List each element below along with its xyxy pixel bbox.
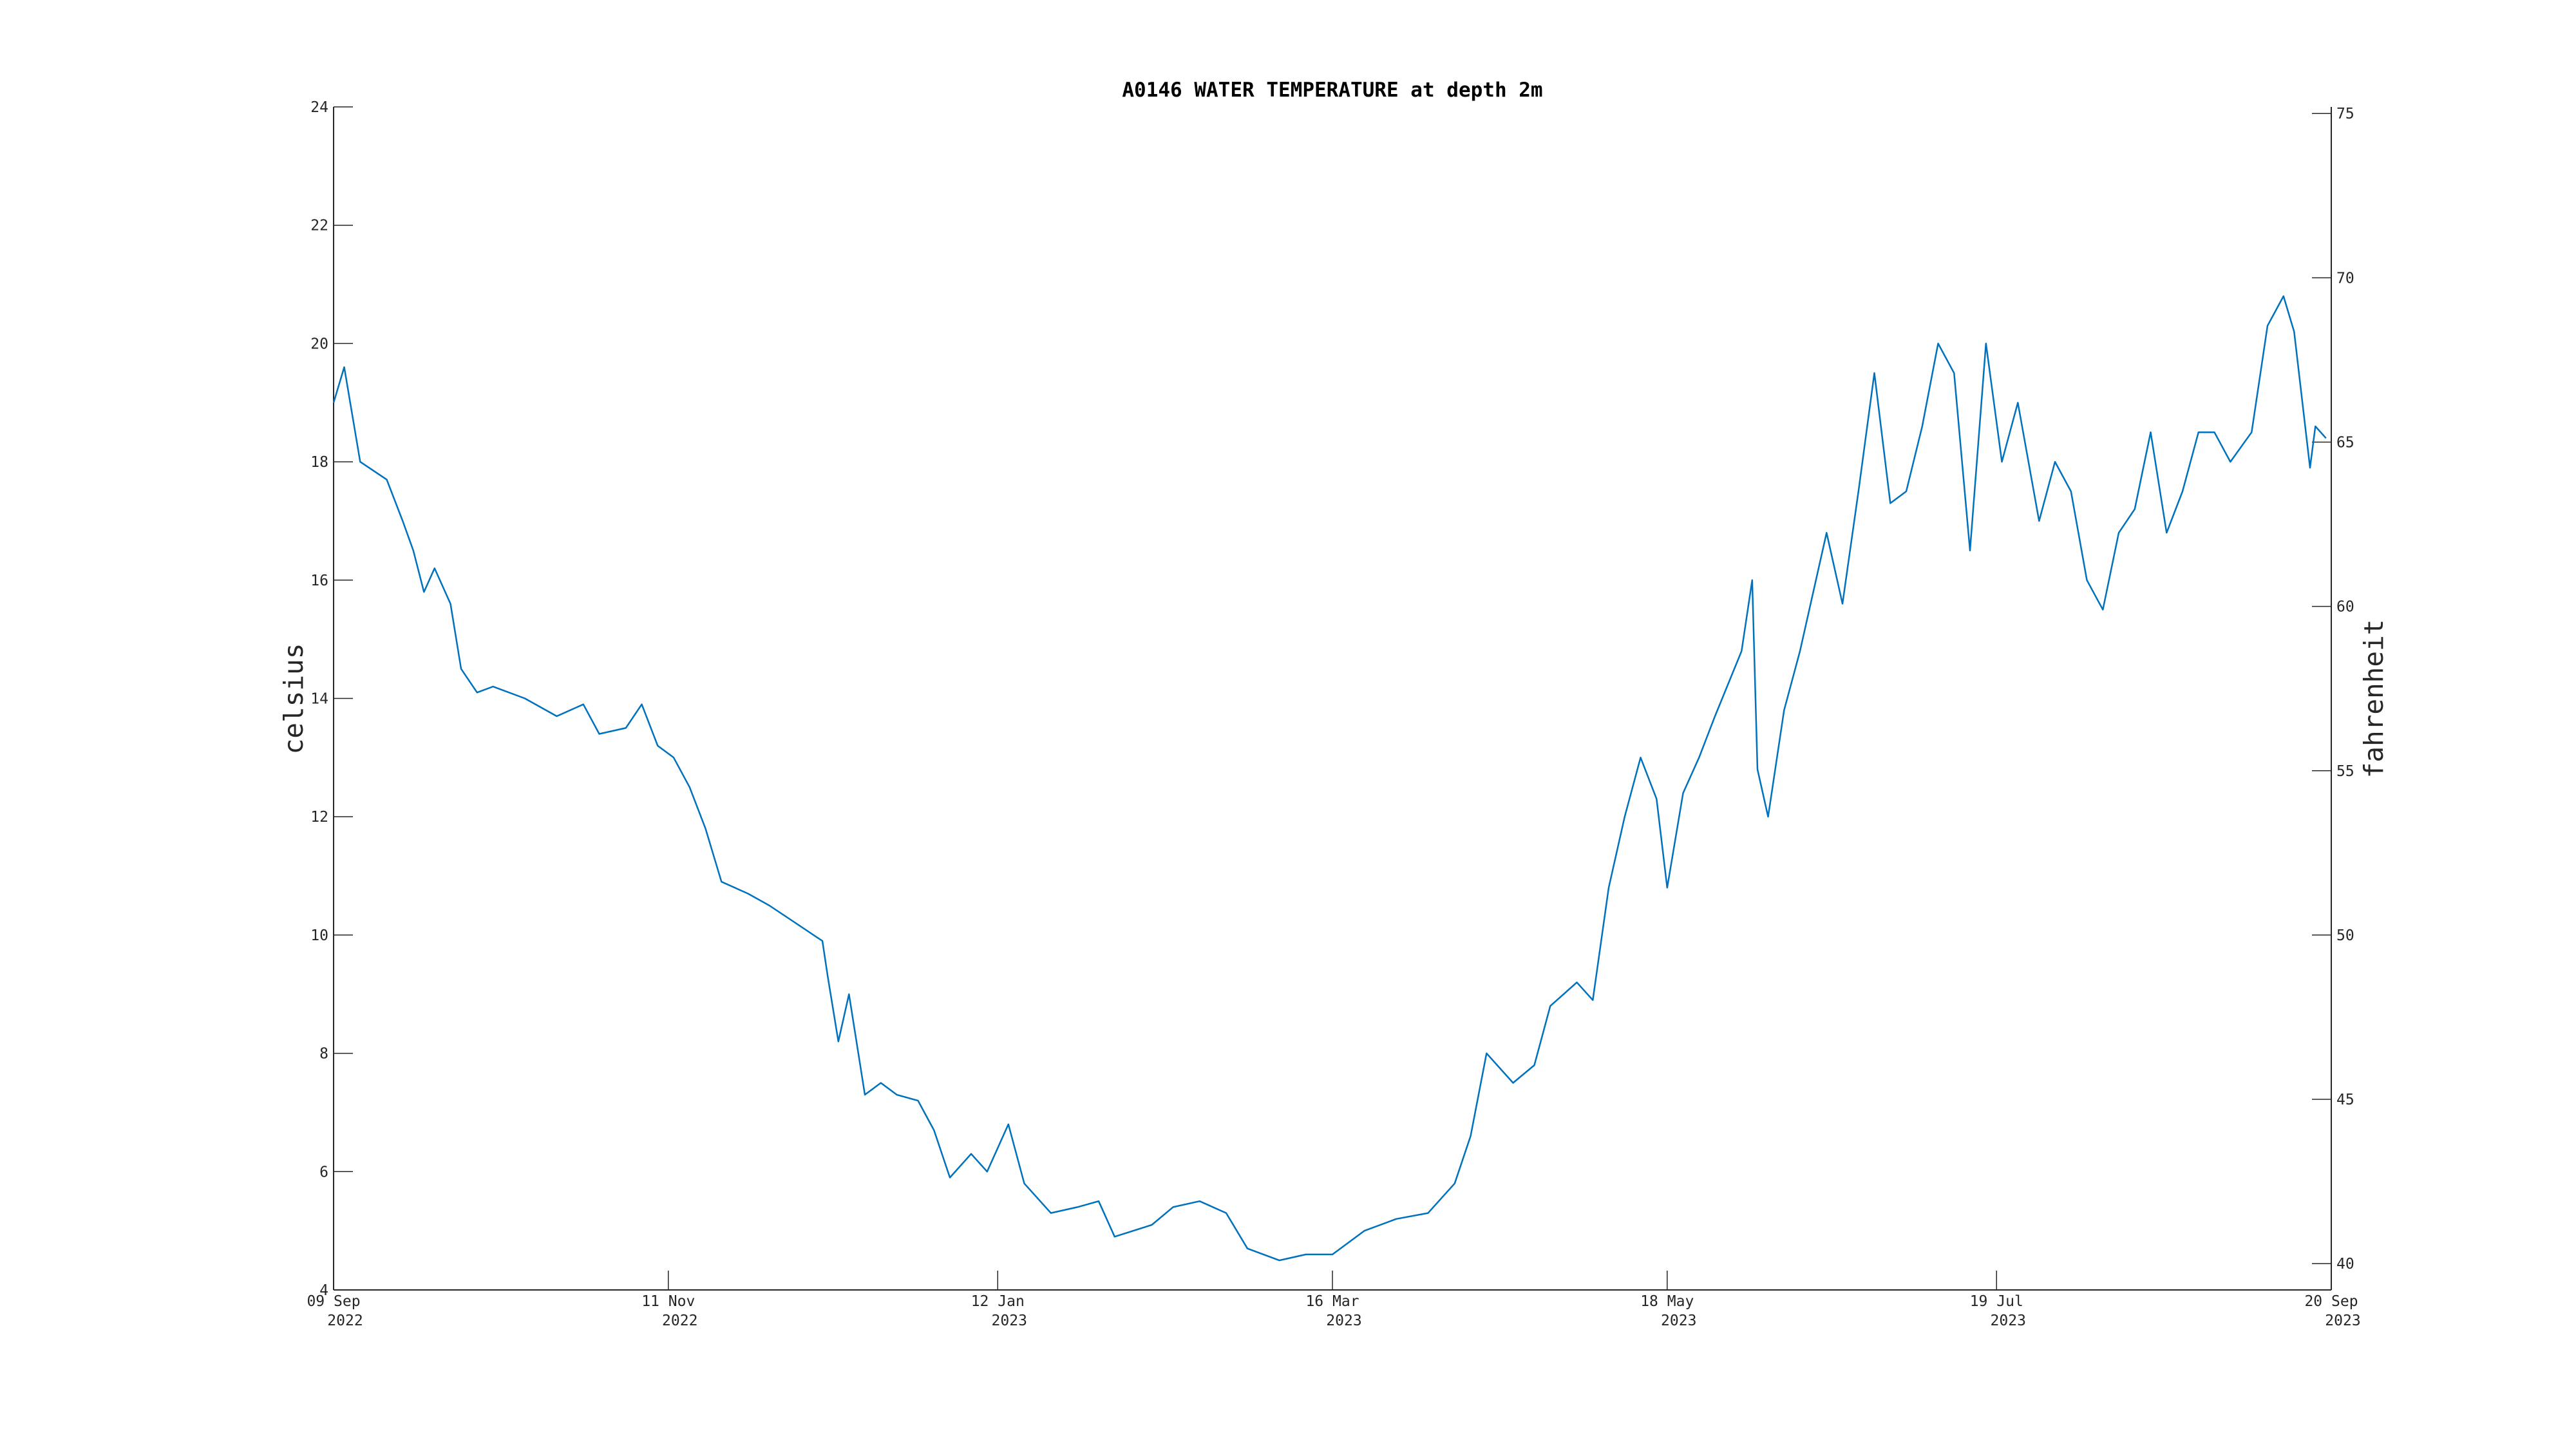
x-tick-label: 18 May (1640, 1293, 1694, 1310)
y-tick-label: 16 (310, 573, 328, 589)
y-tick-label: 10 (310, 927, 328, 944)
y2-axis-label: fahrenheit (2358, 620, 2389, 779)
y-tick-label: 20 (310, 336, 328, 352)
chart-title: A0146 WATER TEMPERATURE at depth 2m (1122, 79, 1542, 102)
y-tick-label: 18 (310, 454, 328, 471)
x-tick-label: 2022 (327, 1312, 363, 1329)
y2-tick-label: 45 (2336, 1092, 2354, 1108)
y-tick-label: 14 (310, 691, 328, 708)
x-tick-label: 2023 (992, 1312, 1027, 1329)
y2-tick-label: 55 (2336, 763, 2354, 780)
y-tick-label: 24 (310, 99, 328, 116)
y-tick-label: 12 (310, 809, 328, 826)
y2-tick-label: 50 (2336, 927, 2354, 944)
x-tick-label: 2022 (662, 1312, 697, 1329)
y2-tick-label: 40 (2336, 1256, 2354, 1273)
y-tick-label: 4 (319, 1282, 328, 1299)
x-tick-label: 12 Jan (971, 1293, 1025, 1310)
y2-tick-label: 75 (2336, 106, 2354, 122)
x-tick-label: 2023 (1991, 1312, 2026, 1329)
x-tick-label: 09 Sep (307, 1293, 360, 1310)
y2-tick-label: 70 (2336, 270, 2354, 287)
y-axis-label: celsius (278, 643, 309, 755)
temperature-line (332, 295, 2327, 1262)
y-tick-label: 22 (310, 218, 328, 234)
x-tick-label: 19 Jul (1970, 1293, 2023, 1310)
y2-tick-label: 60 (2336, 599, 2354, 616)
x-tick-label: 2023 (2325, 1312, 2360, 1329)
y2-tick-label: 65 (2336, 434, 2354, 451)
x-tick-label: 20 Sep (2304, 1293, 2358, 1310)
x-tick-label: 2023 (1326, 1312, 1361, 1329)
x-tick-label: 16 Mar (1305, 1293, 1359, 1310)
x-tick-label: 11 Nov (641, 1293, 695, 1310)
x-tick-label: 2023 (1661, 1312, 1696, 1329)
y-tick-label: 8 (319, 1046, 328, 1063)
y-tick-label: 6 (319, 1164, 328, 1180)
